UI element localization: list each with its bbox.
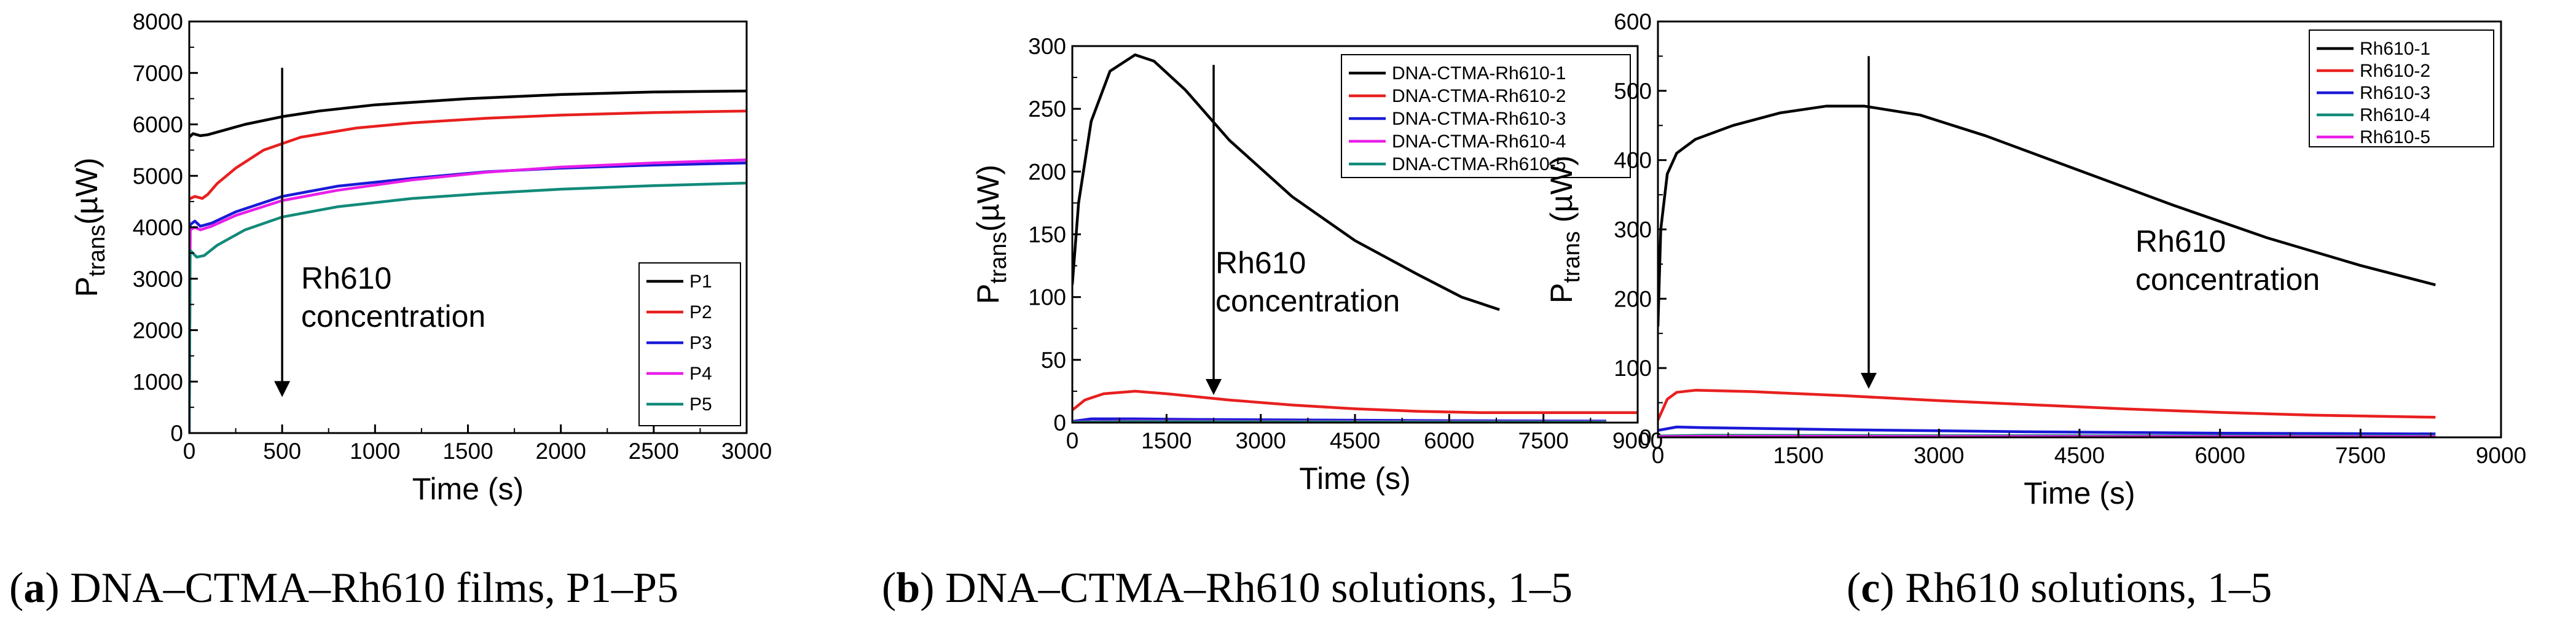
- y-axis-label: Ptrans(µW): [971, 165, 1011, 304]
- y-tick-label: 150: [1028, 222, 1066, 248]
- panel-a: (a) DNA–CTMA–Rh610 films, P1–P5 0 500 1000…: [9, 9, 772, 612]
- annotation-text: concentration: [301, 299, 485, 334]
- x-axis-label: Time (s): [2024, 476, 2135, 510]
- y-tick-label: 100: [1614, 356, 1652, 381]
- x-tick-label: 9000: [2476, 443, 2526, 468]
- series-line-dna-ctma-rh610-1: [1072, 53, 1500, 311]
- series-line-rh610-3: [1658, 425, 2436, 436]
- x-tick-label: 1500: [1773, 443, 1824, 468]
- legend-box: [638, 262, 741, 426]
- legend-entry: Rh610-5: [2360, 127, 2430, 147]
- annotation-arrow-head: [274, 381, 291, 397]
- legend-entry: Rh610-1: [2360, 39, 2430, 59]
- legend-box: [1341, 54, 1631, 178]
- x-axis-label: Time (s): [412, 472, 524, 506]
- x-tick-label: 4500: [2054, 443, 2105, 468]
- legend-entry: P4: [689, 364, 712, 384]
- y-tick-label: 300: [1028, 34, 1066, 59]
- legend-entry: DNA-CTMA-Rh610-2: [1392, 86, 1566, 106]
- panel-c: (c) Rh610 solutions, 1–5 0 1500 3000 4500 60…: [1544, 9, 2526, 612]
- annotation-text: concentration: [2135, 262, 2320, 297]
- y-tick-label: 8000: [133, 9, 183, 34]
- series-line-rh610-1: [1658, 104, 2436, 327]
- x-axis-label: Time (s): [1299, 461, 1410, 496]
- x-tick-label: 6000: [1424, 428, 1474, 453]
- panel-b-caption: (b) DNA–CTMA–Rh610 solutions, 1–5: [882, 565, 1573, 612]
- x-tick-label: 2000: [536, 439, 586, 464]
- x-tick-label: 500: [263, 439, 301, 464]
- x-tick-label: 7500: [1518, 428, 1569, 453]
- x-tick-label: 1000: [350, 439, 400, 464]
- y-tick-label: 600: [1614, 9, 1652, 34]
- legend-entry: DNA-CTMA-Rh610-4: [1392, 131, 1566, 152]
- legend-entry: P3: [689, 333, 712, 353]
- x-tick-label: 0: [1066, 428, 1079, 453]
- x-tick-label: 7500: [2335, 443, 2386, 468]
- legend-entry: P5: [689, 394, 712, 415]
- x-tick-label: 0: [1652, 443, 1665, 468]
- x-tick-label: 0: [183, 439, 196, 464]
- y-tick-label: 0: [1053, 410, 1066, 436]
- y-tick-label: 250: [1028, 96, 1066, 122]
- panel-c-caption: (c) Rh610 solutions, 1–5: [1847, 565, 2272, 612]
- annotation-arrow-head: [1206, 379, 1222, 396]
- legend-entry: DNA-CTMA-Rh610-3: [1392, 109, 1566, 129]
- legend-entry: P2: [689, 302, 712, 322]
- y-tick-label: 300: [1614, 217, 1652, 243]
- y-tick-label: 0: [170, 421, 183, 446]
- x-tick-label: 4500: [1330, 428, 1380, 453]
- y-tick-label: 500: [1614, 79, 1652, 104]
- series-line-p1: [189, 89, 747, 139]
- y-axis-label: Ptrans(µW): [69, 157, 110, 297]
- legend-entry: Rh610-4: [2360, 105, 2430, 125]
- panel-b: (b) DNA–CTMA–Rh610 solutions, 1–5 0 1500 3…: [882, 34, 1663, 612]
- y-tick-label: 1000: [133, 369, 183, 394]
- y-tick-label: 2000: [133, 318, 183, 343]
- x-tick-label: 3000: [721, 439, 772, 464]
- y-tick-label: 6000: [133, 112, 183, 138]
- legend-entry: DNA-CTMA-Rh610-1: [1392, 63, 1566, 84]
- y-tick-label: 200: [1028, 159, 1066, 184]
- y-tick-label: 3000: [133, 267, 183, 292]
- annotation-arrow-head: [1861, 373, 1877, 389]
- y-tick-label: 0: [1639, 425, 1652, 450]
- series-line-dna-ctma-rh610-2: [1072, 389, 1638, 414]
- annotation-text: Rh610: [1215, 246, 1306, 280]
- legend-entry: DNA-CTMA-Rh610-5: [1392, 154, 1566, 174]
- legend-entry: Rh610-3: [2360, 83, 2430, 103]
- y-tick-label: 400: [1614, 148, 1652, 173]
- x-tick-label: 1500: [1141, 428, 1192, 453]
- y-tick-label: 4000: [133, 215, 183, 240]
- x-tick-label: 1500: [442, 439, 493, 464]
- x-tick-label: 3000: [1236, 428, 1286, 453]
- x-tick-label: 3000: [1914, 443, 1964, 468]
- series-line-rh610-2: [1658, 389, 2436, 421]
- y-tick-label: 100: [1028, 285, 1066, 310]
- y-tick-label: 7000: [133, 61, 183, 86]
- y-tick-label: 50: [1041, 348, 1066, 373]
- legend: P1 P2 P3 P4 P5: [638, 262, 741, 426]
- x-tick-label: 9000: [1612, 428, 1663, 453]
- legend-entry: P1: [689, 272, 712, 292]
- annotation-text: concentration: [1215, 284, 1400, 318]
- x-tick-label: 6000: [2195, 443, 2245, 468]
- y-axis-label: Ptrans (µW): [1544, 155, 1585, 303]
- panel-a-caption: (a) DNA–CTMA–Rh610 films, P1–P5: [9, 565, 678, 612]
- annotation-text: Rh610: [2135, 224, 2226, 259]
- x-tick-label: 2500: [629, 439, 679, 464]
- y-tick-label: 5000: [133, 163, 183, 189]
- y-tick-label: 200: [1614, 286, 1652, 311]
- legend-entry: Rh610-2: [2360, 61, 2430, 81]
- annotation-text: Rh610: [301, 261, 391, 295]
